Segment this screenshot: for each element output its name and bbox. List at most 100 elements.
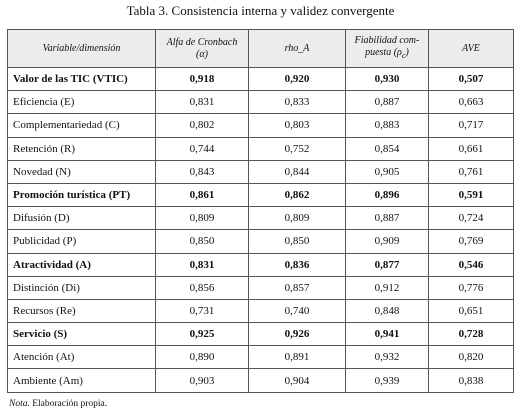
value-cell: 0,926 xyxy=(248,322,346,347)
label-cell: Promoción turística (PT) xyxy=(7,182,156,208)
value-cell: 0,890 xyxy=(155,345,249,370)
value-cell: 0,887 xyxy=(345,206,429,231)
value-cell: 0,861 xyxy=(155,182,249,208)
table-body: Valor de las TIC (VTIC) 0,918 0,920 0,930 0,… xyxy=(7,66,514,393)
table-row: Valor de las TIC (VTIC) 0,918 0,920 0,930 0,… xyxy=(7,66,514,92)
value-cell: 0,912 xyxy=(345,275,429,300)
label-cell: Retención (R) xyxy=(7,136,156,161)
value-cell: 0,843 xyxy=(155,159,249,184)
label-cell: Eficiencia (E) xyxy=(7,90,156,115)
value-cell: 0,831 xyxy=(155,252,249,277)
table-row: Novedad (N) 0,843 0,844 0,905 0,761 xyxy=(7,159,514,184)
header-text: (α) xyxy=(196,48,208,60)
table-row: Promoción turística (PT) 0,861 0,862 0,896 0… xyxy=(7,182,514,208)
label-cell: Valor de las TIC (VTIC) xyxy=(7,66,156,92)
value-cell: 0,591 xyxy=(428,182,514,208)
note-label: Nota. xyxy=(9,399,30,409)
header-cell: Variable/dimensión xyxy=(7,29,156,68)
header-row: Variable/dimensión Alfa de Cronbach (α) rho… xyxy=(7,29,514,68)
header-text: AVE xyxy=(462,42,480,54)
header-cell: rho_A xyxy=(248,29,346,68)
value-cell: 0,661 xyxy=(428,136,514,161)
value-cell: 0,854 xyxy=(345,136,429,161)
value-cell: 0,761 xyxy=(428,159,514,184)
value-cell: 0,856 xyxy=(155,275,249,300)
value-cell: 0,932 xyxy=(345,345,429,370)
value-cell: 0,903 xyxy=(155,368,249,393)
value-cell: 0,731 xyxy=(155,298,249,324)
value-cell: 0,803 xyxy=(248,113,346,138)
label-cell: Publicidad (P) xyxy=(7,229,156,254)
header-text: Variable/dimensión xyxy=(42,42,121,54)
value-cell: 0,883 xyxy=(345,113,429,138)
value-cell: 0,857 xyxy=(248,275,346,300)
header-text: rho_A xyxy=(284,42,310,54)
value-cell: 0,850 xyxy=(248,229,346,254)
header-cell: Fiabilidad com-puesta (ρc) xyxy=(345,29,429,68)
value-cell: 0,909 xyxy=(345,229,429,254)
value-cell: 0,833 xyxy=(248,90,346,115)
value-cell: 0,728 xyxy=(428,322,514,347)
value-cell: 0,802 xyxy=(155,113,249,138)
table-row: Ambiente (Am) 0,903 0,904 0,939 0,838 xyxy=(7,368,514,393)
table-row: Distinción (Di) 0,856 0,857 0,912 0,776 xyxy=(7,275,514,300)
value-cell: 0,918 xyxy=(155,66,249,92)
value-cell: 0,769 xyxy=(428,229,514,254)
value-cell: 0,848 xyxy=(345,298,429,324)
note-text: Elaboración propia. xyxy=(32,399,108,409)
note: Nota. Elaboración propia. xyxy=(9,399,107,409)
label-cell: Distinción (Di) xyxy=(7,275,156,300)
value-cell: 0,831 xyxy=(155,90,249,115)
value-cell: 0,904 xyxy=(248,368,346,393)
label-cell: Complementariedad (C) xyxy=(7,113,156,138)
value-cell: 0,877 xyxy=(345,252,429,277)
value-cell: 0,925 xyxy=(155,322,249,347)
header-cell: AVE xyxy=(428,29,514,68)
table-row: Eficiencia (E) 0,831 0,833 0,887 0,663 xyxy=(7,90,514,115)
value-cell: 0,862 xyxy=(248,182,346,208)
header-subscript: c xyxy=(401,51,406,60)
value-cell: 0,717 xyxy=(428,113,514,138)
header-text: Alfa de Cronbach xyxy=(166,36,238,48)
value-cell: 0,507 xyxy=(428,66,514,92)
table-row: Retención (R) 0,744 0,752 0,854 0,661 xyxy=(7,136,514,161)
value-cell: 0,809 xyxy=(155,206,249,231)
table-title: Tabla 3. Consistencia interna y validez … xyxy=(126,3,395,18)
value-cell: 0,850 xyxy=(155,229,249,254)
value-cell: 0,920 xyxy=(248,66,346,92)
value-cell: 0,776 xyxy=(428,275,514,300)
value-cell: 0,744 xyxy=(155,136,249,161)
value-cell: 0,939 xyxy=(345,368,429,393)
value-cell: 0,838 xyxy=(428,368,514,393)
value-cell: 0,930 xyxy=(345,66,429,92)
table-row: Publicidad (P) 0,850 0,850 0,909 0,769 xyxy=(7,229,514,254)
table: Variable/dimensión Alfa de Cronbach (α) rho… xyxy=(7,29,514,393)
header-text: ) xyxy=(405,47,409,58)
value-cell: 0,651 xyxy=(428,298,514,324)
table-row: Atractividad (A) 0,831 0,836 0,877 0,546 xyxy=(7,252,514,277)
label-cell: Novedad (N) xyxy=(7,159,156,184)
value-cell: 0,887 xyxy=(345,90,429,115)
header-text: puesta (ρ xyxy=(365,47,402,58)
label-cell: Servicio (S) xyxy=(7,322,156,347)
value-cell: 0,891 xyxy=(248,345,346,370)
value-cell: 0,941 xyxy=(345,322,429,347)
value-cell: 0,836 xyxy=(248,252,346,277)
value-cell: 0,740 xyxy=(248,298,346,324)
header-cell: Alfa de Cronbach (α) xyxy=(155,29,249,68)
table-row: Complementariedad (C) 0,802 0,803 0,883 0,71… xyxy=(7,113,514,138)
value-cell: 0,820 xyxy=(428,345,514,370)
value-cell: 0,844 xyxy=(248,159,346,184)
table-row: Difusión (D) 0,809 0,809 0,887 0,724 xyxy=(7,206,514,231)
table-row: Servicio (S) 0,925 0,926 0,941 0,728 xyxy=(7,322,514,347)
table-row: Atención (At) 0,890 0,891 0,932 0,820 xyxy=(7,345,514,370)
label-cell: Recursos (Re) xyxy=(7,298,156,324)
header-text: Fiabilidad com- xyxy=(354,35,420,46)
label-cell: Ambiente (Am) xyxy=(7,368,156,393)
value-cell: 0,809 xyxy=(248,206,346,231)
value-cell: 0,724 xyxy=(428,206,514,231)
label-cell: Atención (At) xyxy=(7,345,156,370)
label-cell: Atractividad (A) xyxy=(7,252,156,277)
table-row: Recursos (Re) 0,731 0,740 0,848 0,651 xyxy=(7,298,514,324)
